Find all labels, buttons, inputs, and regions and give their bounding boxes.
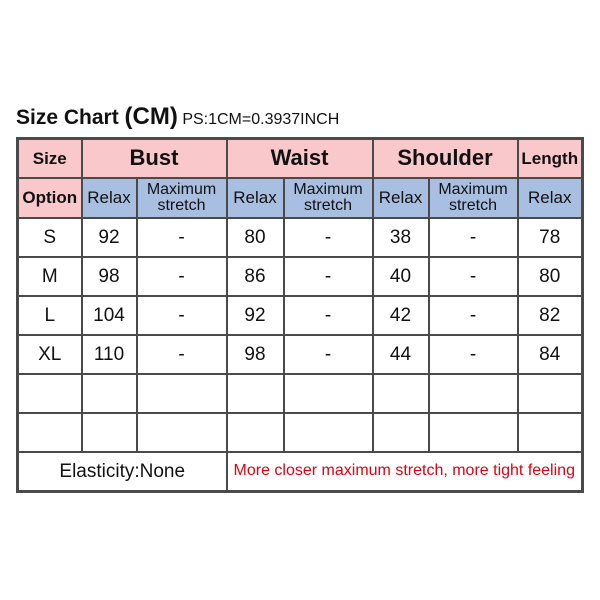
cell-length: 84 [516,333,584,375]
table-row: M 98-86-40-80 [16,255,584,297]
stretch-note: More closer maximum stretch, more tight … [225,450,584,493]
cell-bust-relax: 98 [80,255,138,297]
max-label-line2: stretch [303,196,352,214]
max-label-line1: Maximum [293,180,363,198]
empty-cell [282,411,374,453]
cell-shoulder-relax: 44 [371,333,430,375]
cell-waist-relax: 86 [225,255,285,297]
empty-row [16,411,584,453]
cell-length: 82 [516,294,584,336]
title-text: Size Chart [16,106,119,129]
cell-bust-relax: 104 [80,294,138,336]
cell-shoulder-max: - [427,294,519,336]
cell-shoulder-max: - [427,255,519,297]
empty-cell [427,372,519,414]
empty-cell [135,411,228,453]
cell-bust-max: - [135,294,228,336]
cell-size: M [16,255,83,297]
cell-waist-max: - [282,255,374,297]
max-label-line1: Maximum [146,180,217,198]
header-row: Size Bust Waist Shoulder Length [16,137,584,179]
cell-bust-max: - [135,255,228,297]
bust-relax: Relax [80,176,138,219]
empty-cell [225,372,285,414]
header-shoulder: Shoulder [371,137,519,179]
table-row: XL 110-98-44-84 [16,333,584,375]
max-label-line1: Maximum [438,180,508,198]
empty-cell [516,411,584,453]
bust-max: Maximum stretch [135,176,228,219]
cell-waist-relax: 80 [225,216,285,258]
cell-waist-relax: 92 [225,294,285,336]
empty-cell [80,411,138,453]
empty-cell [427,411,519,453]
cell-bust-max: - [135,333,228,375]
cell-length: 80 [516,255,584,297]
shoulder-relax: Relax [371,176,430,219]
cell-shoulder-max: - [427,333,519,375]
cell-waist-max: - [282,333,374,375]
cell-waist-relax: 98 [225,333,285,375]
footer-row: Elasticity:None More closer maximum stre… [16,450,584,493]
empty-cell [225,411,285,453]
empty-cell [16,372,83,414]
chart-title: Size Chart (CM) PS:1CM=0.3937INCH [16,103,339,131]
empty-cell [516,372,584,414]
header-size: Size [16,137,83,179]
cell-size: S [16,216,83,258]
cell-length: 78 [516,216,584,258]
table-row: S 92-80-38-78 [16,216,584,258]
max-label-line2: stretch [157,196,206,214]
conversion-note: PS:1CM=0.3937INCH [182,111,340,128]
empty-cell [80,372,138,414]
cell-bust-max: - [135,216,228,258]
empty-cell [135,372,228,414]
cell-size: XL [16,333,83,375]
empty-cell [16,411,83,453]
empty-cell [282,372,374,414]
header-waist: Waist [225,137,374,179]
header-length: Length [516,137,584,179]
cell-size: L [16,294,83,336]
empty-row [16,372,584,414]
cell-waist-max: - [282,294,374,336]
length-relax: Relax [516,176,584,219]
size-rows: S 92-80-38-78 M 98-86-40-80 L 104-92-42-82 XL 1… [16,216,584,375]
waist-relax: Relax [225,176,285,219]
cell-shoulder-relax: 40 [371,255,430,297]
cell-shoulder-relax: 42 [371,294,430,336]
subheader-row: Option Relax Maximum stretch Relax Maximu… [16,176,584,219]
elasticity: Elasticity:None [16,450,228,493]
header-option: Option [16,176,83,219]
cell-bust-relax: 92 [80,216,138,258]
size-chart-table: Size Bust Waist Shoulder Length Option R… [16,137,584,493]
shoulder-max: Maximum stretch [427,176,519,219]
waist-max: Maximum stretch [282,176,374,219]
table-row: L 104-92-42-82 [16,294,584,336]
cell-shoulder-relax: 38 [371,216,430,258]
max-label-line2: stretch [448,196,497,214]
cell-bust-relax: 110 [80,333,138,375]
title-unit: (CM) [124,103,178,130]
cell-shoulder-max: - [427,216,519,258]
empty-cell [371,372,430,414]
header-bust: Bust [80,137,228,179]
title-main: Size Chart (CM) [16,103,178,130]
empty-cell [371,411,430,453]
cell-waist-max: - [282,216,374,258]
